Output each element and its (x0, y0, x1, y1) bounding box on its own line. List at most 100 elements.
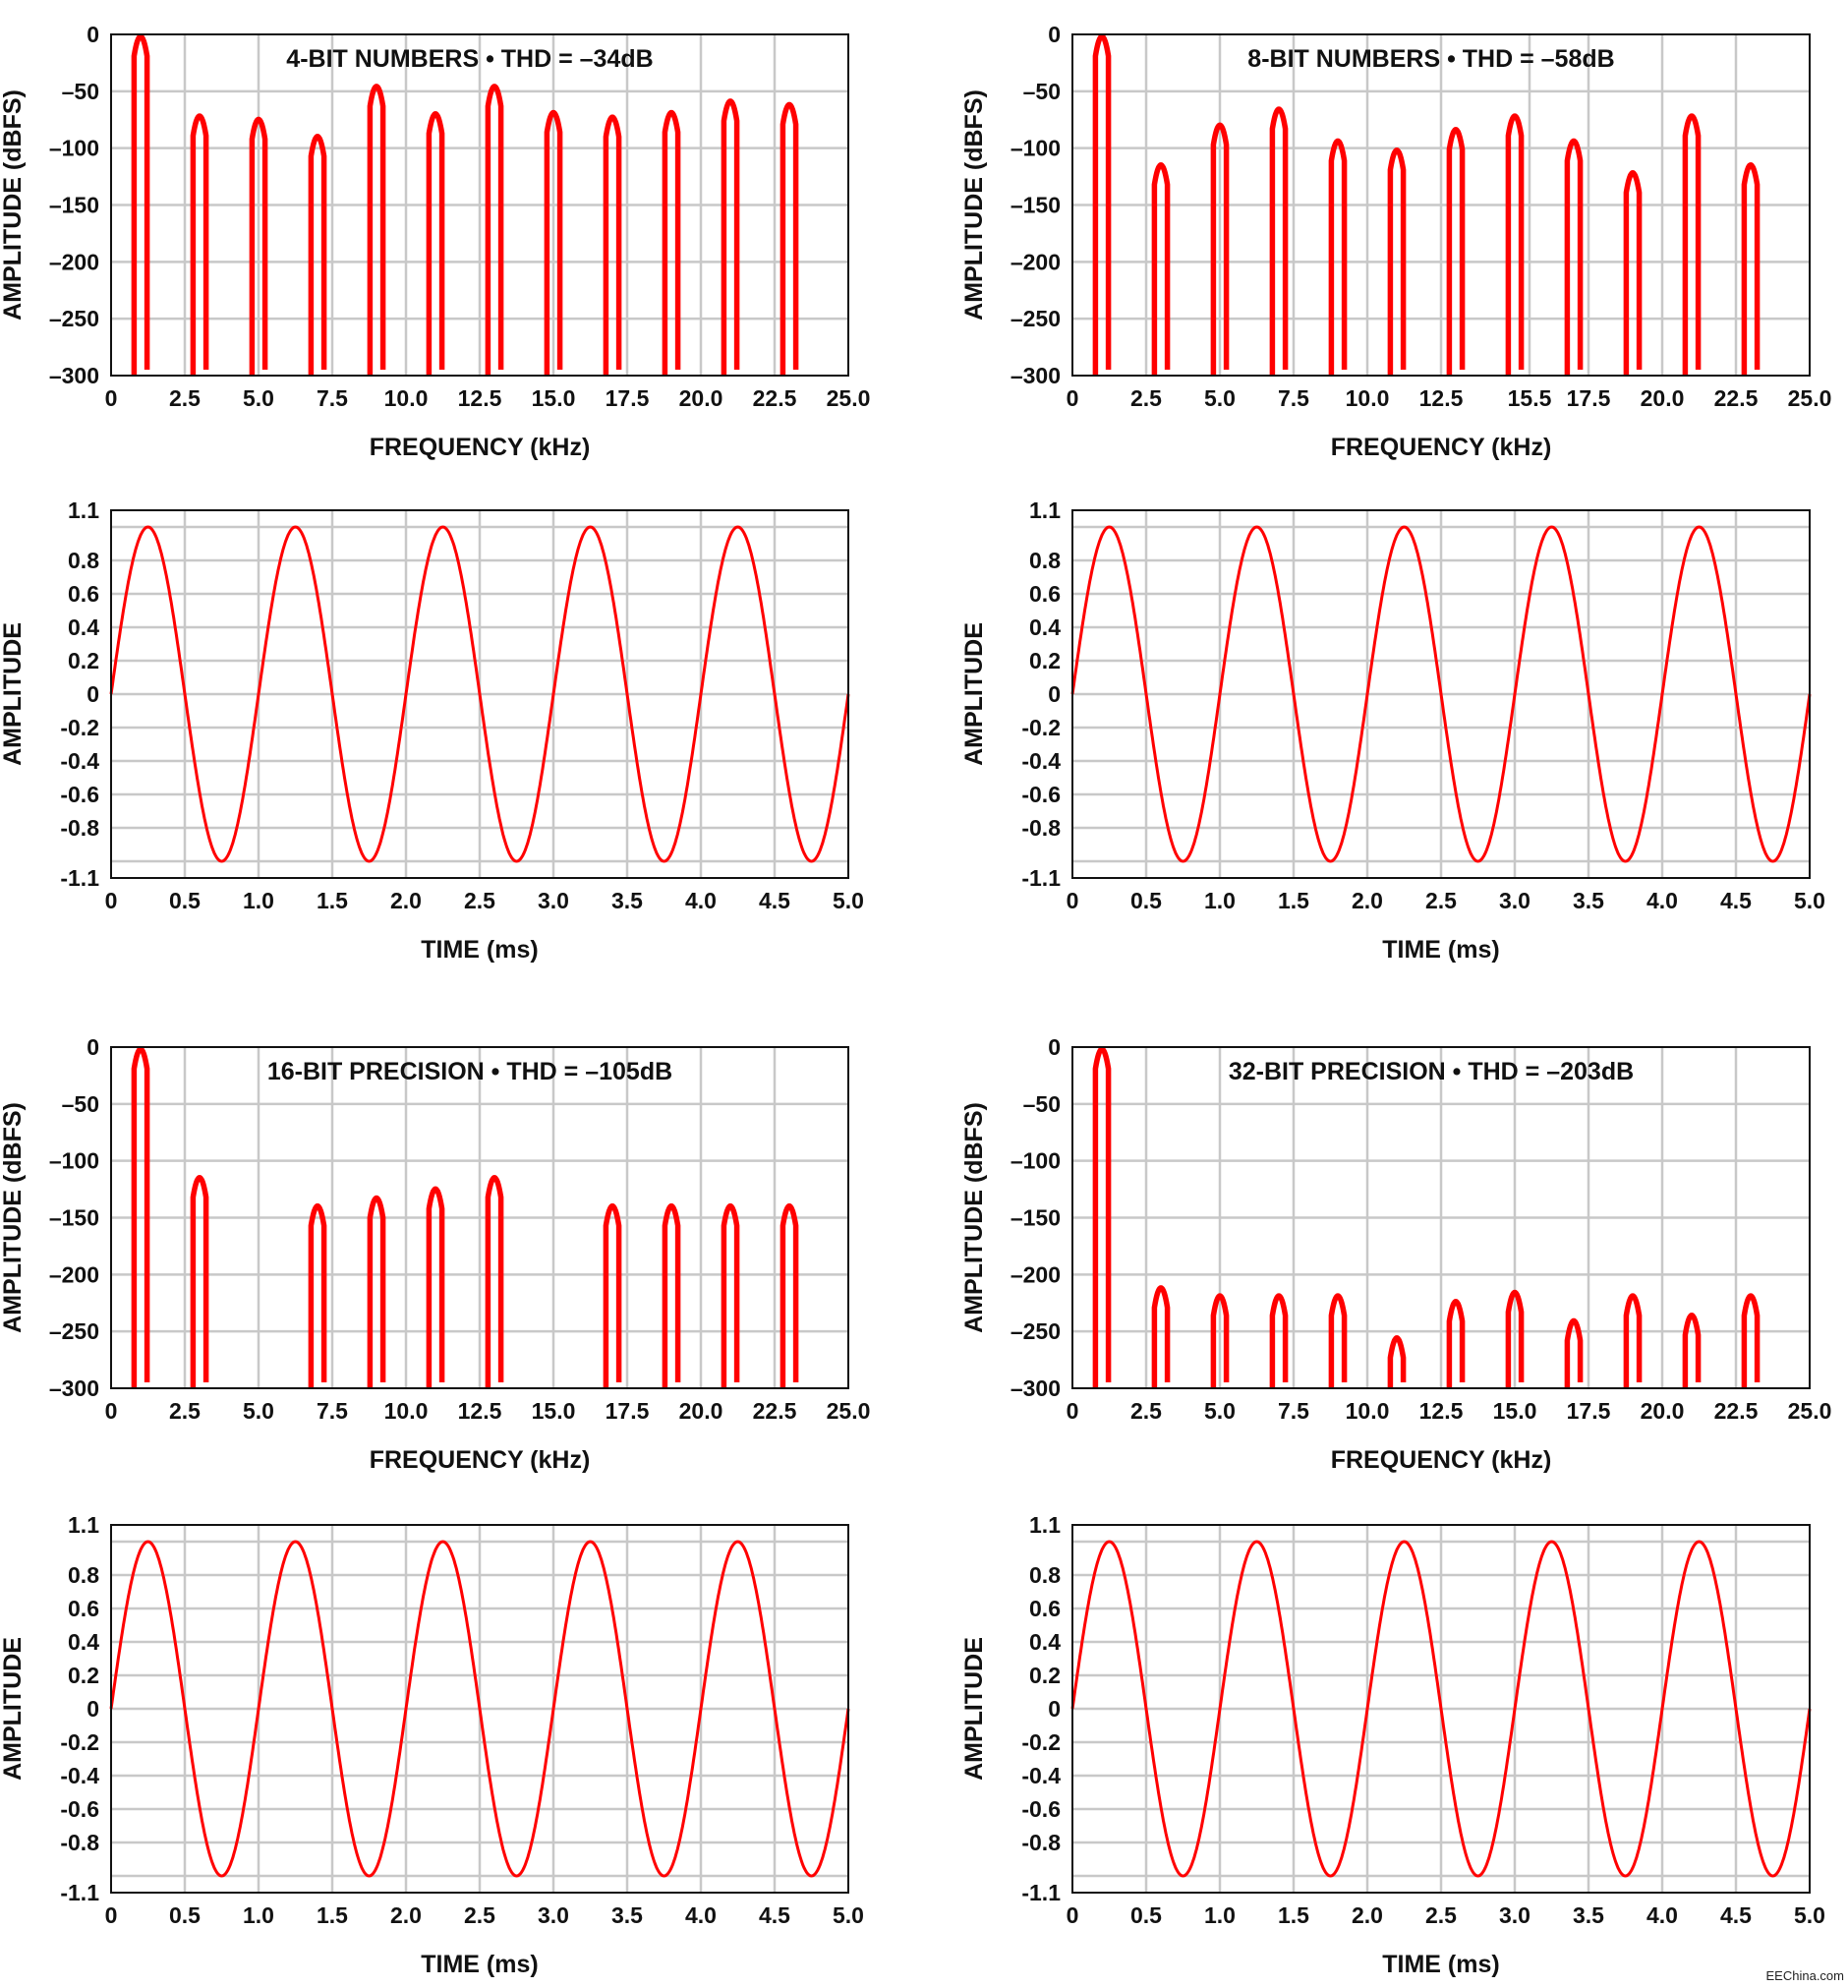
y-tick-label: 0 (1048, 1696, 1061, 1722)
x-tick-label: 3.5 (1573, 888, 1604, 913)
spectral-peak (367, 1195, 386, 1388)
x-tick-label: 0.5 (1130, 1902, 1162, 1928)
spectral-peak (485, 84, 504, 376)
y-tick-label: -0.8 (60, 815, 99, 841)
y-tick-label: –250 (49, 306, 99, 331)
chart-panel-8: 0 0.5 1.0 1.5 2.0 2.5 3.0 3.5 4.0 4.5 5.0 1.1 0.8 0.6… (960, 1512, 1825, 1978)
x-tick-label: 0.5 (169, 888, 201, 913)
spectral-peak (1210, 122, 1230, 376)
x-tick-label: 4.0 (685, 1902, 717, 1928)
spectral-peak (308, 134, 327, 376)
x-tick-label: 4.0 (1646, 1902, 1678, 1928)
spectral-peak (662, 1202, 681, 1388)
y-tick-label: –100 (1011, 1148, 1061, 1174)
plot-frame (110, 33, 849, 377)
x-tick-label: 22.5 (753, 385, 797, 411)
plot-frame (110, 509, 849, 879)
x-tick-label: 0 (105, 888, 118, 913)
x-tick-label: 4.0 (685, 888, 717, 913)
x-tick-label: 15.0 (532, 385, 576, 411)
spectral-peak (1505, 113, 1525, 376)
x-tick-label: 2.5 (1130, 385, 1162, 411)
x-tick-label: 17.5 (606, 385, 650, 411)
x-tick-label: 3.5 (1573, 1902, 1604, 1928)
y-tick-label: 1.1 (1029, 1512, 1061, 1538)
y-tick-label: 0.6 (68, 581, 99, 607)
x-tick-label: 3.0 (538, 1902, 569, 1928)
y-tick-label: 0 (1048, 681, 1061, 707)
y-tick-label: -0.2 (1021, 715, 1061, 740)
chart-panel-2: 0 2.5 5.0 7.5 10.0 12.5 15.5 17.5 20.0 22.5 25.00–… (960, 22, 1831, 461)
x-tick-label: 20.0 (1641, 385, 1685, 411)
x-tick-label: 2.0 (390, 1902, 422, 1928)
spectral-peak (780, 101, 799, 376)
x-tick-label: 2.5 (464, 1902, 495, 1928)
x-tick-label: 10.0 (1346, 1398, 1390, 1424)
x-tick-label: 17.5 (606, 1398, 650, 1424)
spectral-peak (544, 109, 563, 376)
x-tick-label: 25.0 (827, 1398, 871, 1424)
y-tick-label: 0 (1048, 22, 1061, 47)
x-tick-label: 5.0 (1204, 385, 1236, 411)
y-tick-label: -0.8 (1021, 1830, 1061, 1855)
x-tick-label: 4.5 (1720, 888, 1752, 913)
y-axis-label: AMPLITUDE (dBFS) (960, 89, 988, 321)
y-tick-label: 0 (87, 1696, 99, 1722)
y-tick-label: 0.6 (1029, 1596, 1061, 1621)
x-tick-label: 2.5 (1130, 1398, 1162, 1424)
x-tick-label: 4.5 (759, 888, 790, 913)
spectral-peak (1269, 1293, 1289, 1388)
x-tick-label: 2.5 (1425, 1902, 1457, 1928)
y-tick-label: -0.6 (1021, 1796, 1061, 1822)
y-tick-label: -0.2 (1021, 1729, 1061, 1755)
y-axis-label: AMPLITUDE (960, 622, 988, 766)
y-tick-label: –100 (49, 1148, 99, 1174)
y-tick-label: 0.4 (68, 1629, 99, 1655)
chart-panel-6: 0 2.5 5.0 7.5 10.0 12.5 15.0 17.5 20.0 22.5 25.00–… (960, 1034, 1831, 1474)
y-tick-label: 0.8 (68, 548, 99, 573)
x-tick-label: 1.5 (1278, 888, 1309, 913)
y-tick-label: -1.1 (60, 865, 99, 891)
y-tick-label: 1.1 (68, 1512, 99, 1538)
y-tick-label: 0.2 (68, 648, 99, 673)
chart-title: 32-BIT PRECISION • THD = –203dB (1229, 1058, 1634, 1085)
x-tick-label: 3.0 (1499, 1902, 1530, 1928)
spectral-peak (1564, 138, 1584, 376)
y-tick-label: –100 (1011, 136, 1061, 161)
y-tick-label: 0.6 (1029, 581, 1061, 607)
y-tick-label: –250 (1011, 306, 1061, 331)
x-tick-label: 0 (1067, 385, 1079, 411)
spectral-peak (190, 113, 209, 376)
y-tick-label: –200 (1011, 249, 1061, 274)
x-tick-label: 5.0 (833, 888, 864, 913)
y-tick-label: –300 (49, 1375, 99, 1401)
spectral-peak (1092, 1046, 1112, 1388)
x-tick-label: 20.0 (1641, 1398, 1685, 1424)
y-tick-label: –50 (1023, 79, 1061, 104)
y-tick-label: -0.4 (60, 748, 99, 774)
y-tick-label: –300 (1011, 1375, 1061, 1401)
x-tick-label: 1.0 (243, 888, 274, 913)
y-tick-label: –200 (1011, 1261, 1061, 1287)
x-tick-label: 0 (1067, 1902, 1079, 1928)
y-tick-label: 0 (1048, 1034, 1061, 1060)
sine-trace (109, 1540, 850, 1878)
y-tick-label: –300 (1011, 363, 1061, 388)
spectral-peak (1210, 1293, 1230, 1388)
spectral-peak (721, 98, 740, 376)
y-tick-label: 0 (87, 681, 99, 707)
spectral-peak (1269, 106, 1289, 376)
y-tick-label: 0.8 (1029, 548, 1061, 573)
x-tick-label: 5.0 (243, 385, 274, 411)
x-tick-label: 2.0 (1352, 888, 1383, 913)
x-tick-label: 2.5 (464, 888, 495, 913)
spectral-peak (1682, 113, 1702, 376)
x-tick-label: 3.0 (538, 888, 569, 913)
y-tick-label: –150 (49, 193, 99, 218)
x-tick-label: 1.5 (317, 1902, 348, 1928)
y-tick-label: 0 (87, 22, 99, 47)
plot-frame (110, 1524, 849, 1894)
y-tick-label: –50 (1023, 1091, 1061, 1117)
x-tick-label: 20.0 (679, 1398, 723, 1424)
